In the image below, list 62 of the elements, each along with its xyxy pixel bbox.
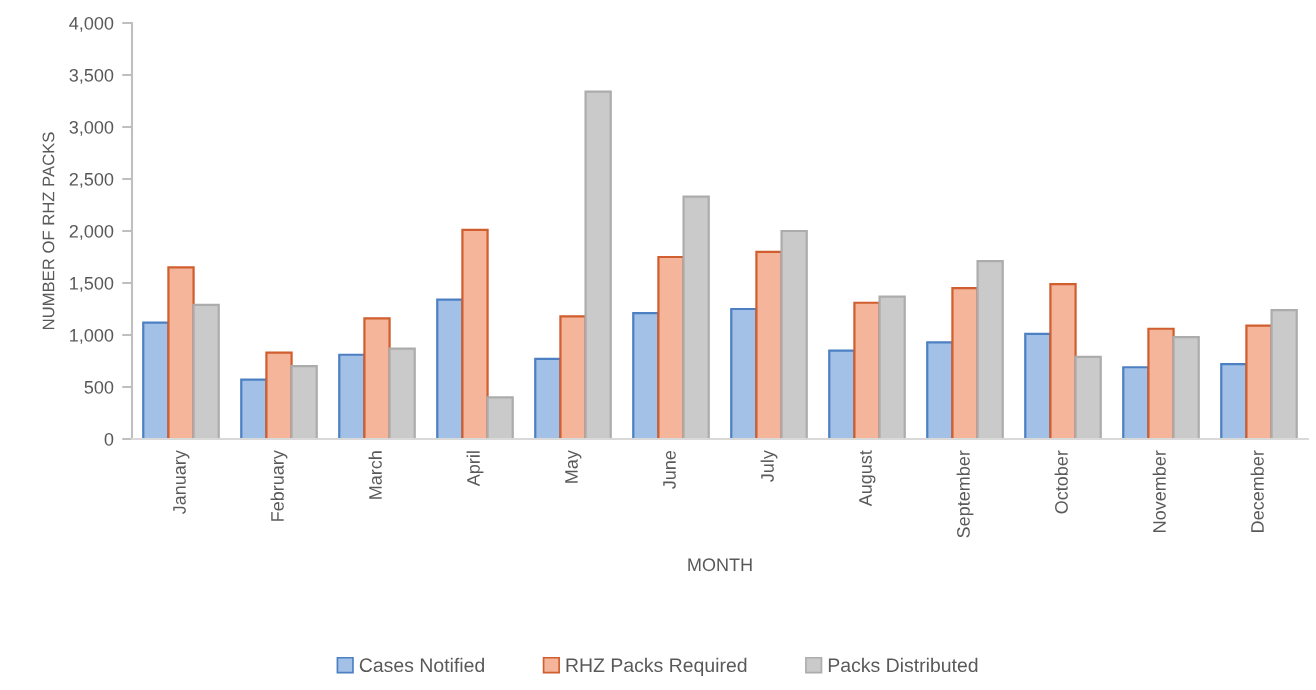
bar <box>682 195 710 439</box>
bar <box>363 317 391 439</box>
bar <box>265 351 293 439</box>
bar <box>388 347 416 439</box>
bar <box>1024 332 1052 439</box>
bar <box>436 298 464 439</box>
bar <box>290 365 318 439</box>
y-tick-label: 3,500 <box>69 68 114 84</box>
x-tick-label: July <box>760 450 778 482</box>
bar <box>559 315 587 439</box>
bar <box>632 312 660 439</box>
bar <box>1220 363 1248 439</box>
bar <box>780 229 808 439</box>
bar <box>755 250 783 439</box>
bar <box>1147 327 1175 439</box>
bar <box>240 378 268 439</box>
bar <box>853 301 881 439</box>
legend-label: Cases Notified <box>359 657 484 673</box>
y-tick-label: 1,000 <box>70 328 114 344</box>
bar <box>657 255 685 439</box>
y-tick-label: 2,500 <box>69 172 114 188</box>
x-tick-label: September <box>956 450 974 538</box>
x-axis-title: MONTH <box>688 558 752 572</box>
y-tick-label: 3,000 <box>69 120 114 136</box>
bar <box>1122 366 1150 439</box>
bar <box>461 228 489 439</box>
bar <box>1049 282 1077 439</box>
bar <box>730 307 758 439</box>
y-tick-label: 0 <box>104 432 114 446</box>
bar <box>976 260 1004 439</box>
bar <box>1074 355 1102 439</box>
x-tick-label: May <box>565 450 582 483</box>
bar <box>926 341 954 439</box>
x-tick-label: October <box>1054 450 1068 514</box>
bar <box>828 349 856 439</box>
x-tick-label: February <box>270 450 288 521</box>
bar <box>1270 308 1298 439</box>
legend-label: RHZ Packs Required <box>566 657 747 676</box>
bar <box>1245 324 1273 439</box>
x-tick-label: March <box>368 451 382 499</box>
bar <box>584 90 612 439</box>
y-axis-title: NUMBER OF RHZ PACKS <box>42 132 55 330</box>
x-tick-label: December <box>1250 450 1264 532</box>
bar <box>338 353 366 439</box>
x-tick-label: June <box>663 450 676 489</box>
x-tick-label: August <box>859 450 876 507</box>
x-tick-label: April <box>466 451 484 487</box>
x-tick-label: January <box>173 450 190 515</box>
bar <box>1172 335 1200 439</box>
legend-label: Packs Distributed <box>828 657 978 673</box>
y-tick-label: 2,000 <box>69 224 114 240</box>
bar <box>167 266 195 439</box>
bar <box>534 357 562 439</box>
y-tick-label: 500 <box>84 380 114 394</box>
bar <box>878 295 906 439</box>
y-tick-label: 1,500 <box>70 276 114 292</box>
bar <box>486 396 514 439</box>
bar <box>142 321 170 439</box>
bar <box>951 287 979 439</box>
y-tick-label: 4,000 <box>69 16 114 32</box>
bar <box>192 303 220 439</box>
x-tick-label: November <box>1152 450 1166 532</box>
